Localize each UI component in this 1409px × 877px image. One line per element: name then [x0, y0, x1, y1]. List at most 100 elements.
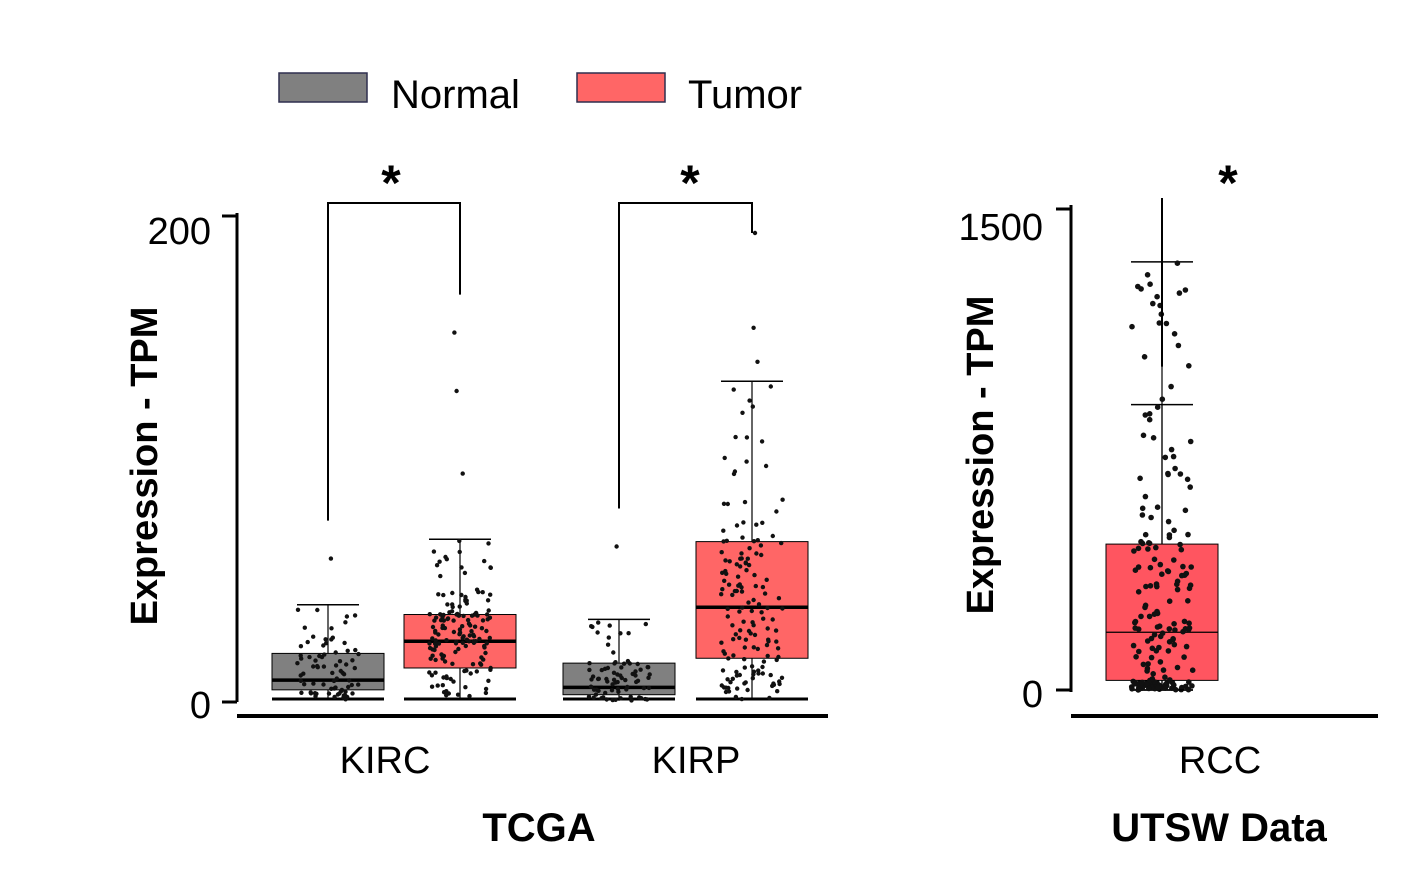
data-point-kirc-normal — [346, 684, 351, 690]
data-point-kirc-tumor — [450, 661, 455, 666]
data-point-kirc-normal — [329, 626, 334, 631]
data-point-rcc-tumor — [1171, 621, 1177, 627]
data-point-rcc-tumor — [1174, 664, 1181, 671]
data-point-kirp-tumor — [755, 646, 760, 652]
data-point-rcc-tumor — [1147, 281, 1153, 288]
data-point-kirp-normal — [619, 665, 624, 670]
data-point-kirp-tumor — [756, 671, 761, 676]
data-point-kirp-tumor — [725, 606, 730, 611]
data-point-kirc-normal — [302, 625, 307, 630]
data-point-rcc-tumor — [1174, 586, 1181, 593]
data-point-kirp-tumor — [762, 591, 768, 596]
data-point-kirc-tumor — [483, 690, 489, 696]
data-point-kirc-tumor — [488, 565, 493, 570]
data-point-rcc-tumor — [1131, 548, 1137, 554]
data-point-kirc-tumor — [451, 679, 456, 684]
data-point-rcc-tumor — [1150, 300, 1156, 307]
data-point-kirp-normal — [623, 677, 628, 683]
data-point-rcc-tumor — [1163, 320, 1170, 327]
data-point-kirp-normal — [624, 687, 629, 692]
data-point-kirp-tumor — [734, 588, 739, 594]
data-point-rcc-tumor — [1186, 363, 1192, 369]
data-point-kirp-normal — [595, 676, 601, 682]
data-point-kirp-tumor — [748, 631, 753, 636]
data-point-kirc-normal — [331, 678, 337, 684]
plot-area-utsw — [1105, 198, 1219, 693]
data-point-kirp-normal — [638, 667, 643, 672]
data-point-kirp-normal — [605, 642, 611, 647]
data-point-kirp-tumor — [751, 597, 756, 603]
data-point-kirp-tumor — [745, 687, 750, 693]
data-point-kirp-tumor — [751, 539, 757, 544]
data-point-kirp-tumor — [727, 559, 732, 564]
data-point-kirc-normal — [319, 654, 325, 660]
data-point-kirp-normal — [646, 685, 652, 691]
data-point-kirc-tumor — [476, 589, 481, 595]
data-point-rcc-tumor — [1154, 504, 1161, 511]
data-point-rcc-tumor — [1155, 684, 1162, 691]
data-point-kirp-tumor — [768, 384, 773, 389]
box-rect-kirc-normal — [271, 652, 385, 691]
data-point-rcc-tumor — [1166, 534, 1173, 541]
data-point-kirp-tumor — [774, 509, 779, 514]
data-point-kirp-normal — [603, 690, 608, 696]
data-point-rcc-tumor — [1130, 642, 1137, 649]
data-point-kirc-tumor — [443, 554, 448, 560]
data-point-kirp-tumor — [746, 600, 751, 605]
data-point-kirc-tumor — [437, 559, 442, 564]
data-point-rcc-tumor — [1148, 635, 1155, 642]
data-point-kirp-tumor — [738, 564, 743, 569]
data-point-kirp-tumor — [761, 659, 767, 664]
data-point-kirc-normal — [353, 647, 358, 653]
data-point-kirc-normal — [339, 687, 345, 693]
data-point-kirc-normal — [333, 685, 338, 690]
data-point-kirp-tumor — [747, 546, 752, 551]
data-point-kirp-normal — [634, 679, 639, 685]
data-point-rcc-tumor — [1149, 676, 1156, 682]
data-point-kirc-tumor — [439, 652, 444, 657]
data-point-kirp-tumor — [723, 689, 729, 695]
data-point-rcc-tumor — [1186, 620, 1192, 626]
data-point-kirc-tumor — [457, 549, 462, 555]
data-point-kirc-normal — [311, 681, 316, 686]
data-point-kirc-tumor — [484, 612, 490, 617]
data-point-rcc-tumor — [1186, 625, 1193, 631]
data-point-kirc-tumor — [432, 618, 437, 623]
data-point-rcc-tumor — [1189, 683, 1195, 689]
data-point-rcc-tumor — [1162, 454, 1169, 461]
data-point-kirp-tumor — [752, 632, 758, 638]
data-point-kirc-normal — [311, 634, 316, 639]
data-point-kirc-normal — [344, 662, 349, 667]
data-point-rcc-tumor — [1165, 518, 1172, 525]
data-point-rcc-tumor — [1181, 618, 1188, 625]
data-point-rcc-tumor — [1187, 484, 1193, 490]
data-point-kirp-tumor — [749, 664, 755, 669]
data-point-kirc-normal — [345, 648, 350, 653]
data-point-rcc-tumor — [1177, 471, 1184, 477]
data-point-kirc-normal — [313, 658, 318, 663]
data-point-kirp-tumor — [744, 568, 749, 573]
data-point-kirc-normal — [307, 654, 312, 660]
data-point-rcc-tumor — [1151, 631, 1158, 638]
data-point-kirp-tumor — [738, 556, 743, 561]
data-point-rcc-tumor — [1144, 665, 1151, 672]
significance-bracket-kirp — [618, 202, 753, 509]
data-point-kirc-normal — [330, 635, 335, 640]
data-point-kirp-tumor — [756, 602, 762, 607]
data-point-rcc-tumor — [1151, 611, 1158, 617]
data-point-kirp-tumor — [736, 583, 741, 588]
data-point-rcc-tumor — [1132, 625, 1138, 631]
data-point-kirc-normal — [332, 694, 337, 700]
panel-utsw: 1500 0 Expression - TPM RCC UTSW Data * — [958, 155, 1378, 850]
data-point-kirc-tumor — [464, 637, 470, 642]
data-point-kirp-normal — [644, 697, 650, 702]
data-point-kirp-tumor — [773, 628, 779, 633]
data-point-rcc-tumor — [1140, 432, 1147, 439]
data-point-rcc-tumor — [1138, 613, 1144, 620]
data-point-kirc-tumor — [433, 657, 438, 663]
data-point-kirp-tumor — [765, 605, 770, 611]
data-point-rcc-tumor — [1176, 290, 1183, 296]
data-point-kirp-tumor — [753, 583, 758, 589]
data-point-rcc-tumor — [1180, 563, 1186, 570]
